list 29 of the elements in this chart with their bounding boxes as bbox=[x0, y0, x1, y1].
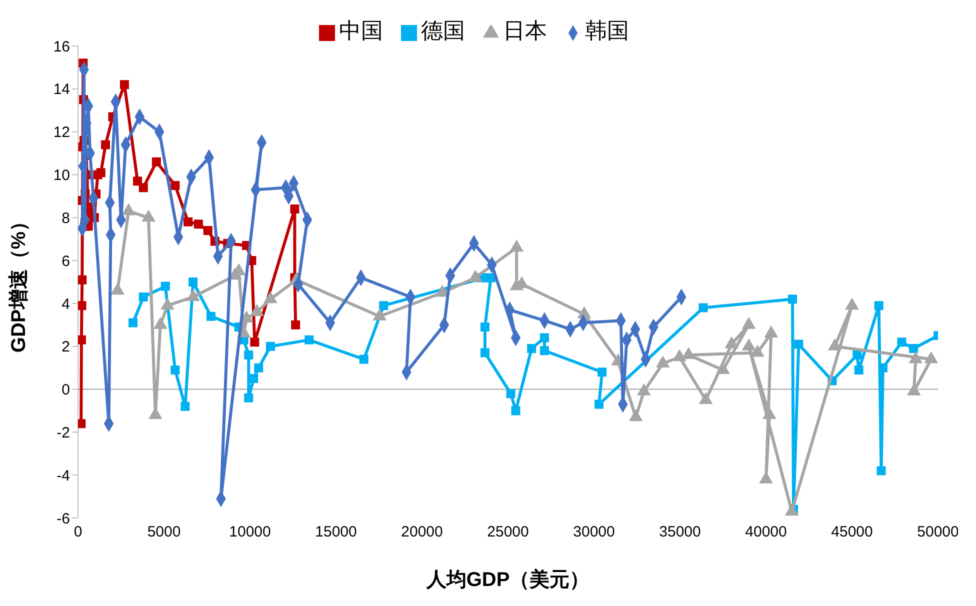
legend-label: 韩国 bbox=[585, 18, 629, 43]
x-tick-label: 5000 bbox=[147, 524, 181, 541]
y-tick-label: -2 bbox=[56, 424, 70, 442]
legend-label: 日本 bbox=[503, 18, 547, 43]
y-tick-label: 8 bbox=[62, 210, 70, 227]
legend-label: 中国 bbox=[339, 18, 383, 43]
y-tick-label: 10 bbox=[53, 167, 70, 184]
x-tick-label: 15000 bbox=[315, 524, 357, 541]
x-tick-label: 30000 bbox=[573, 524, 615, 541]
x-tick-label: 40000 bbox=[745, 524, 787, 541]
y-tick-label: 14 bbox=[53, 81, 70, 98]
y-axis-title: GDP增速（%） bbox=[8, 211, 30, 353]
y-tick-label: 6 bbox=[62, 252, 70, 270]
y-tick-label: 0 bbox=[62, 382, 70, 399]
x-tick-label: 50000 bbox=[917, 524, 959, 541]
x-tick-label: 25000 bbox=[487, 524, 529, 541]
y-tick-label: 2 bbox=[62, 338, 70, 356]
y-tick-label: 12 bbox=[53, 124, 70, 142]
y-tick-label: 16 bbox=[53, 38, 70, 56]
legend-label: 德国 bbox=[421, 18, 465, 43]
x-tick-label: 10000 bbox=[229, 524, 271, 541]
x-axis-title: 人均GDP（美元） bbox=[425, 568, 590, 591]
y-tick-label: -4 bbox=[56, 467, 70, 484]
x-tick-label: 0 bbox=[74, 524, 82, 541]
x-tick-label: 20000 bbox=[401, 524, 443, 541]
x-tick-label: 35000 bbox=[659, 524, 701, 541]
x-tick-label: 45000 bbox=[831, 524, 873, 541]
y-tick-label: -6 bbox=[56, 510, 70, 528]
y-tick-label: 4 bbox=[62, 296, 70, 313]
